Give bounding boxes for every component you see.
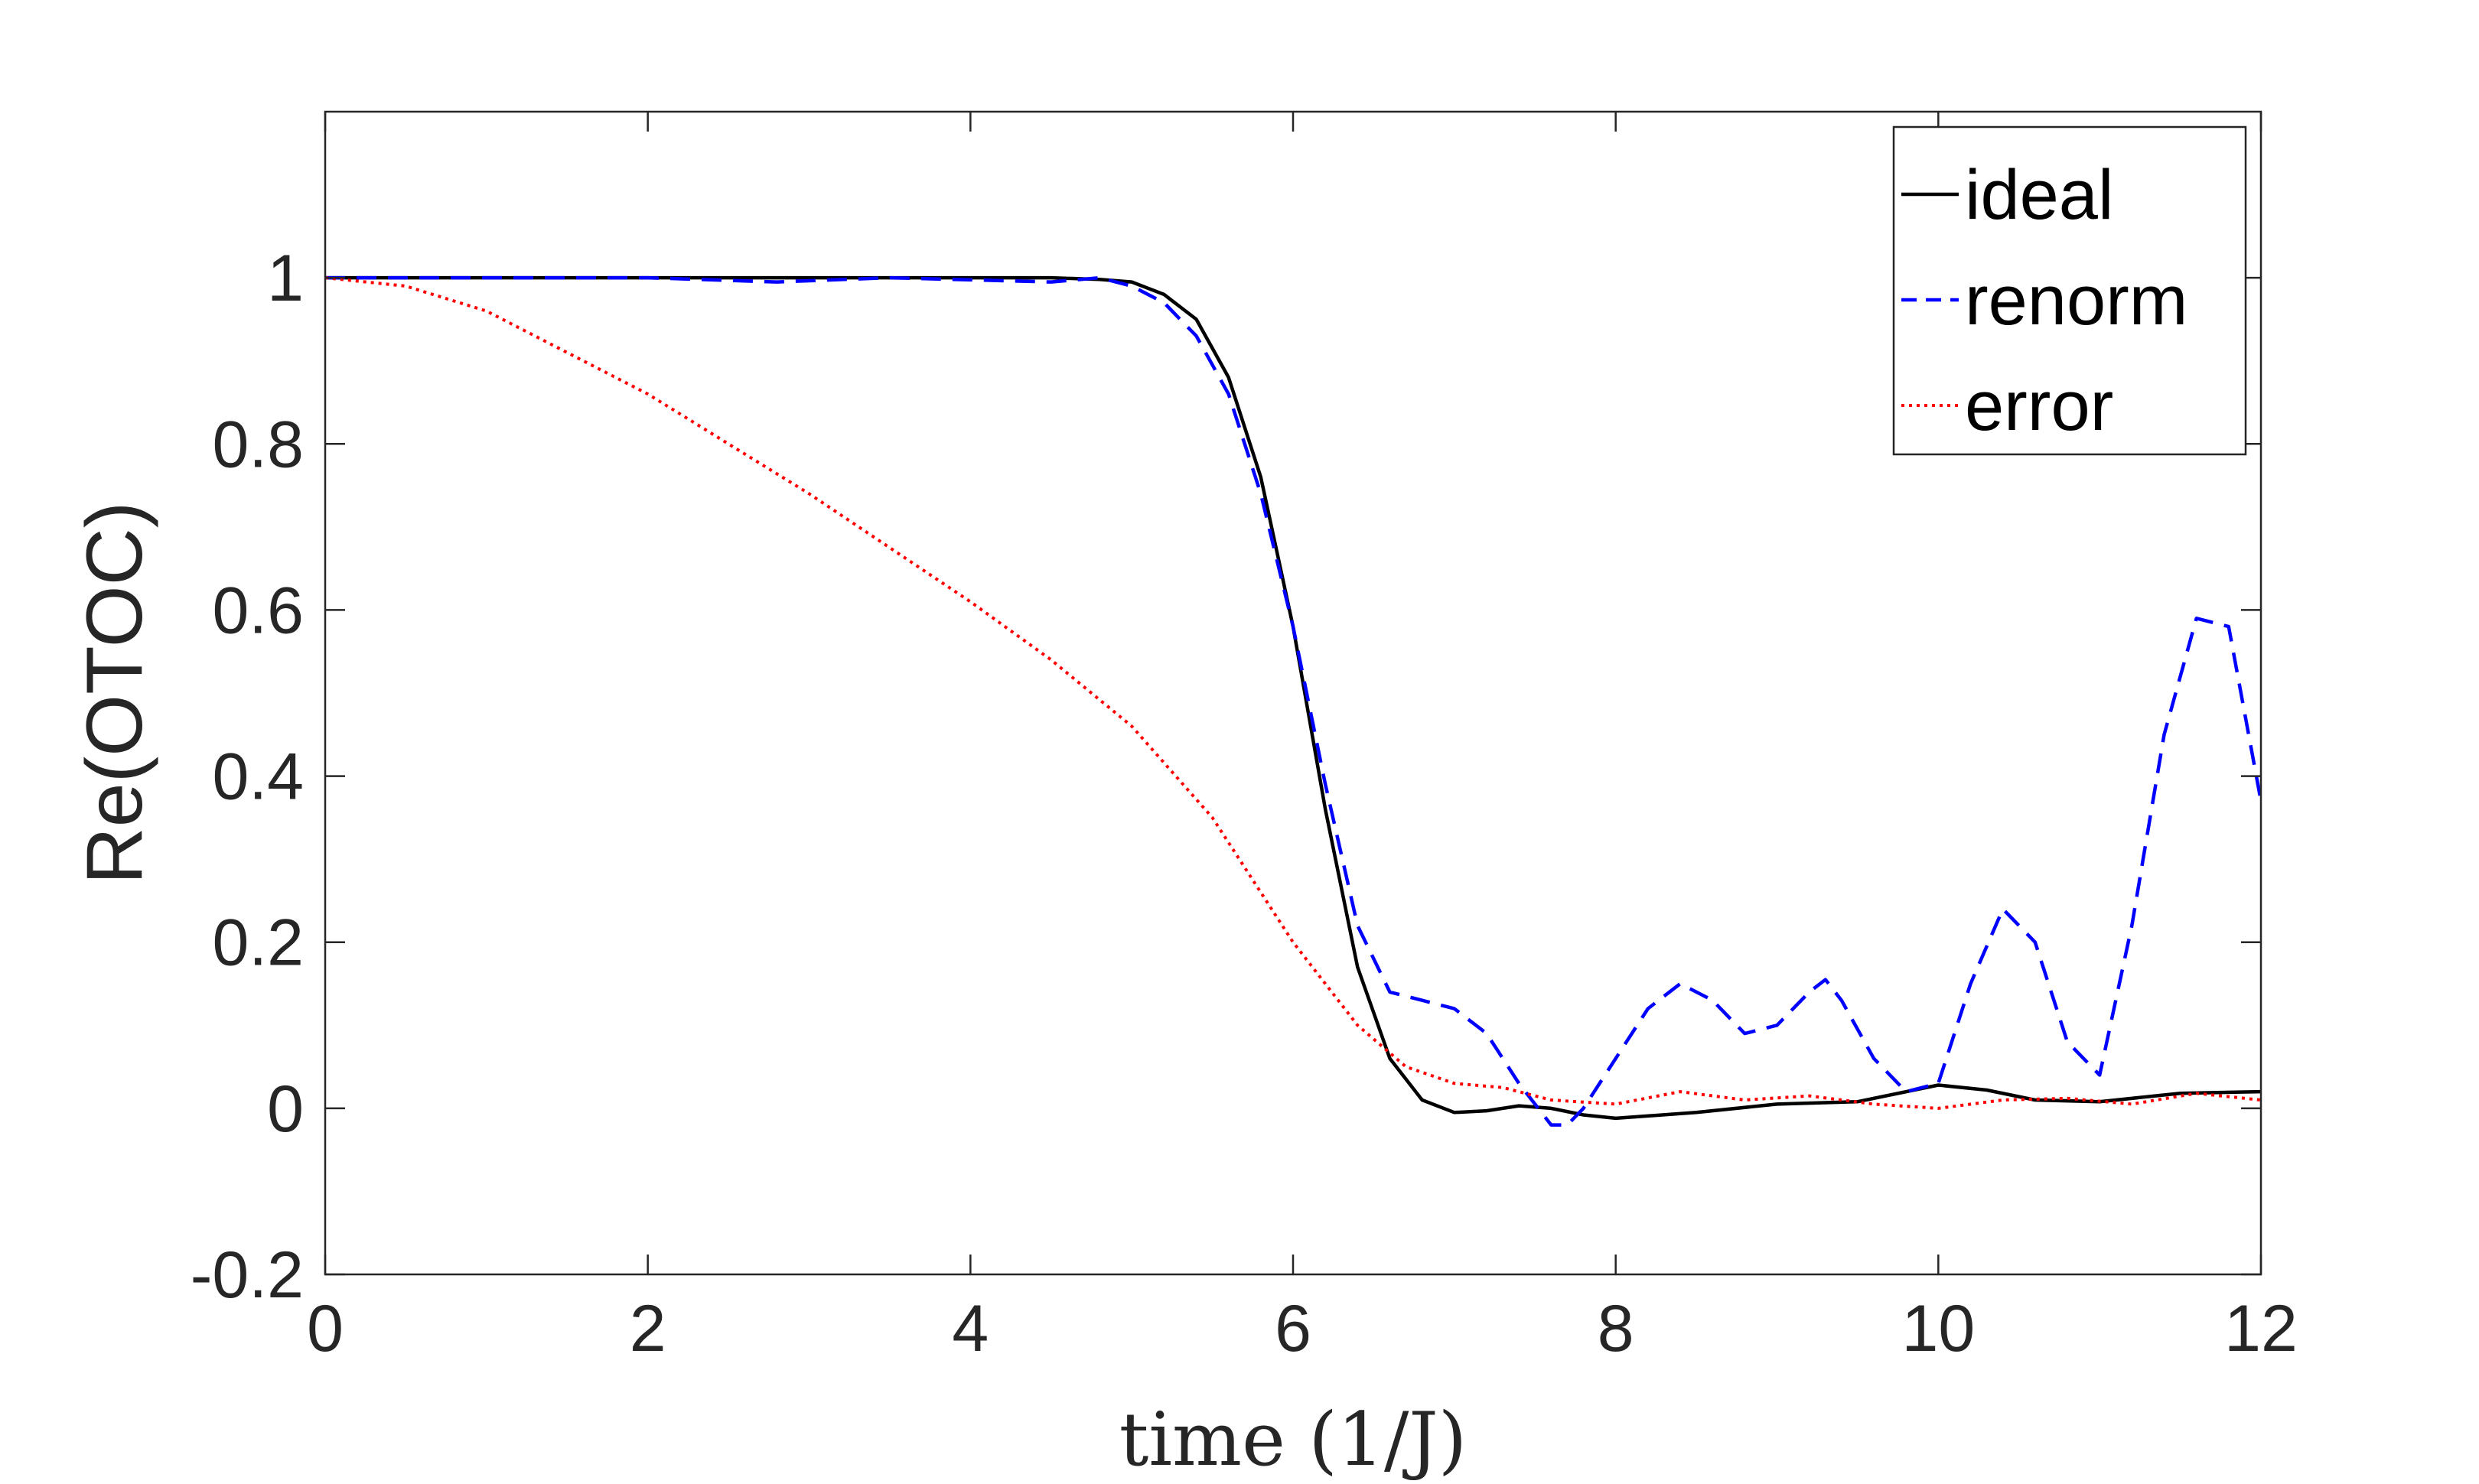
x-tick-label: 6 [1275,1292,1311,1365]
legend-label-renorm: renorm [1965,262,2187,340]
y-axis-ticks: -0.2 0 0.2 0.4 0.6 0.8 1 [191,242,2261,1312]
series-line-renorm [325,275,2263,1127]
x-tick-label: 4 [952,1292,989,1365]
y-tick-label: 1 [267,242,304,315]
y-tick-label: 0 [267,1072,304,1146]
x-tick-label: 10 [1901,1292,1975,1365]
y-axis-label: Re(OTOC) [70,502,159,885]
y-tick-label: 0.2 [212,906,304,980]
x-tick-label: 12 [2224,1292,2298,1365]
x-tick-label: 2 [630,1292,666,1365]
y-tick-label: -0.2 [191,1238,304,1312]
x-tick-label: 0 [307,1292,344,1365]
legend-label-error: error [1965,367,2113,445]
x-tick-label: 8 [1598,1292,1634,1365]
y-tick-label: 0.8 [212,408,304,481]
legend-box [1892,125,2247,456]
y-tick-label: 0.4 [212,740,304,814]
series-layer [324,275,2263,1127]
legend: ideal renorm error [1892,125,2247,456]
x-axis-ticks: 0 2 4 6 8 10 12 [307,112,2298,1365]
y-tick-label: 0.6 [212,574,304,647]
legend-label-ideal: ideal [1965,156,2113,234]
x-axis-label: time (1/J) [1119,1397,1467,1482]
